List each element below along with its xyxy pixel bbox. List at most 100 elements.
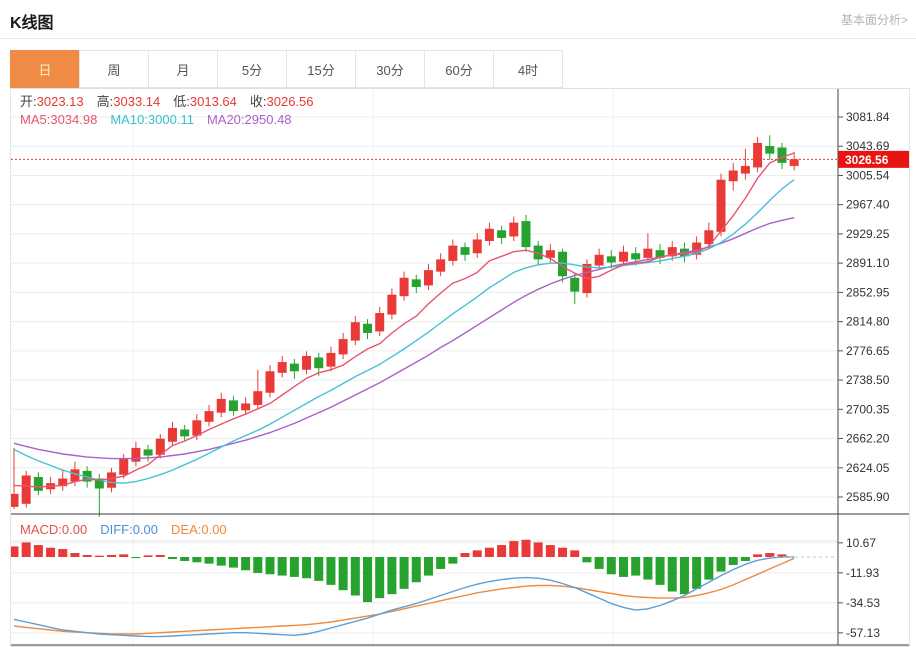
candle-body [667,247,677,257]
macd-bar [11,546,19,557]
candle-body [704,230,714,245]
tab-timeframe-0[interactable]: 日 [10,50,80,88]
axis-label: 3081.84 [846,110,890,124]
macd-bar [253,557,263,573]
candle-body [484,228,494,242]
macd-bar [21,542,31,557]
macd-bar [107,555,117,557]
macd-bar [497,545,507,557]
macd-bar [716,557,726,572]
candle-body [594,254,604,266]
tab-timeframe-5[interactable]: 30分 [355,50,425,88]
tab-timeframe-7[interactable]: 4时 [493,50,563,88]
macd-bar [753,554,763,557]
candle-body [521,221,531,248]
macd-bar [740,557,750,561]
candle-body [509,222,519,237]
macd-bar [679,557,689,595]
candle-body [216,398,226,413]
tab-timeframe-1[interactable]: 周 [79,50,149,88]
macd-bar [82,555,92,557]
candle-body [350,322,360,341]
macd-bar [436,557,446,569]
macd-bar [484,547,494,557]
macd-bar [423,557,433,576]
axis-label: 2662.20 [846,432,890,446]
macd-bar [326,557,336,585]
candle-body [448,245,458,261]
macd-bar [667,557,677,592]
axis-label: -34.53 [846,596,880,610]
macd-bar [228,557,238,568]
macd-bar [631,557,641,576]
fundamental-analysis-link[interactable]: 基本面分析> [840,13,908,27]
tab-timeframe-4[interactable]: 15分 [286,50,356,88]
candle-body [363,323,373,333]
macd-bar [472,550,482,557]
macd-bar [692,557,702,589]
axis-label: 2852.95 [846,285,890,299]
macd-bar [180,557,190,561]
tab-timeframe-2[interactable]: 月 [148,50,218,88]
macd-bar [350,557,360,596]
axis-label: 2814.80 [846,315,890,329]
candle-body [533,245,543,260]
candle-body [277,362,287,373]
tab-timeframe-3[interactable]: 5分 [217,50,287,88]
timeframe-tabbar: 日周月 5分 15分 30分 60分 4时 [10,50,563,88]
macd-bar [302,557,312,579]
candle-body [716,179,726,232]
candle-body [411,279,421,287]
candle-body [265,371,275,393]
axis-label: 3043.69 [846,139,890,153]
ma10-line [13,179,795,484]
macd-bar [289,557,299,577]
candle-body [728,170,738,182]
candle-body [289,363,299,372]
macd-bar [545,545,555,557]
axis-label: -57.13 [846,626,880,640]
candle-body [82,470,92,482]
macd-bar [375,557,385,599]
candle-body [302,355,312,370]
kline-chart-canvas[interactable]: 3081.84 3043.69 3005.54 2967.40 2929.25 2891.… [11,89,909,646]
candle-body [777,147,787,163]
candle-body [558,251,568,277]
candle-body [692,242,702,255]
macd-bar [131,557,141,559]
macd-bar [363,557,373,603]
candle-body [631,253,641,260]
macd-bar [58,549,68,557]
macd-bar [277,557,287,576]
macd-bar [216,557,226,566]
candle-body [460,247,470,255]
candle-body [619,251,628,262]
dea-line [13,557,795,635]
macd-bar [143,555,153,557]
current-price-tag [838,150,909,168]
candle-body [143,449,153,456]
candle-body [119,458,129,475]
macd-bar [655,557,665,585]
candle-body [180,429,190,437]
axis-label: 2738.50 [846,373,890,387]
axis-label: 2929.25 [846,227,890,241]
macd-bar [192,557,202,563]
macd-bar [338,557,348,591]
tab-timeframe-6[interactable]: 60分 [424,50,494,88]
candle-body [326,352,336,367]
axis-label: 2624.05 [846,461,890,475]
candle-body [606,256,616,263]
candle-body [338,339,348,355]
macd-bar [94,555,104,557]
candle-body [789,159,799,166]
axis-label: 2891.10 [846,256,890,270]
candle-body [155,438,165,455]
candle-body [192,420,202,436]
ma5-line [13,152,795,488]
current-price-tag-text: 3026.56 [845,153,889,167]
axis-label: 2585.90 [846,490,890,504]
diff-line [13,556,795,638]
candle-body [436,259,446,272]
